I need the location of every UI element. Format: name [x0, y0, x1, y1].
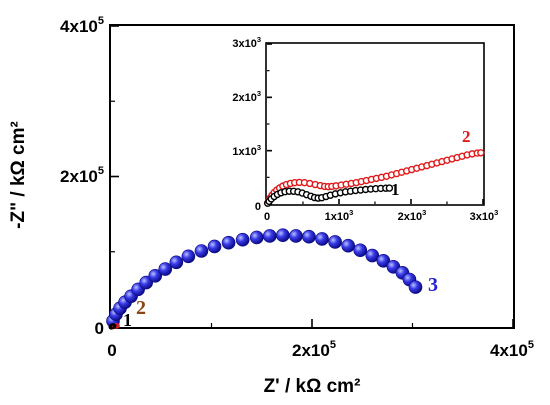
main-series-3-point	[235, 232, 250, 247]
inset-series-2-point	[477, 149, 485, 157]
main-plot-points	[106, 228, 423, 330]
inset-y-tick-label-3: 3x103	[232, 35, 261, 50]
main-plot-frame	[109, 24, 515, 329]
main-y-tick-label-2: 4x105	[60, 15, 104, 36]
main-series-3-point	[194, 244, 209, 258]
inset-x-tick-label-2: 2x103	[398, 208, 427, 223]
main-y-tick-label-1: 2x105	[60, 165, 104, 186]
main-series-3-point	[302, 229, 316, 244]
inset-series-1-point	[385, 184, 394, 192]
main-series-3-point	[408, 280, 423, 294]
inset-x-tick-label-3: 3x103	[470, 208, 499, 223]
inset-series-2-tag: 2	[462, 127, 471, 146]
main-series-3-point	[289, 229, 303, 243]
main-series-3-point	[353, 243, 368, 258]
main-series-3-tag: 3	[428, 274, 438, 296]
inset-series-1-tag: 1	[391, 180, 400, 199]
main-series-2-tag: 2	[136, 297, 146, 319]
main-series-3-point	[169, 255, 184, 270]
main-series-3-point	[365, 248, 380, 263]
main-series-3-point	[376, 253, 391, 268]
main-series-1-tag: 1	[123, 310, 132, 330]
inset-y-tick-label-0: 0	[255, 201, 261, 213]
main-series-3-point	[341, 238, 355, 253]
main-y-axis-title: -Z" / kΩ cm²	[8, 121, 29, 229]
main-series-3-point	[148, 269, 163, 283]
inset-x-tick-label-0: 0	[264, 211, 270, 223]
main-x-axis-title: Z' / kΩ cm²	[264, 376, 361, 397]
inset-x-tick-label-1: 1x103	[325, 208, 354, 223]
main-series-3-point	[315, 232, 329, 246]
main-series-3-point	[158, 262, 173, 276]
inset-y-tick-label-1: 1x103	[232, 143, 261, 158]
main-series-3-point	[328, 235, 342, 249]
main-series-3-point	[221, 235, 236, 250]
inset-y-tick-label-2: 2x103	[232, 89, 261, 104]
main-x-tick-label-2: 4x105	[490, 339, 534, 360]
main-series-3-point	[181, 249, 196, 264]
main-series-3-point	[262, 229, 277, 243]
main-series-3-point	[207, 239, 222, 254]
main-series-1-point	[110, 323, 117, 329]
main-x-tick-label-1: 2x105	[292, 339, 336, 360]
main-series-3-point	[276, 228, 290, 242]
main-series-3-point	[249, 230, 264, 245]
main-y-tick-label-0: 0	[95, 319, 104, 338]
main-x-tick-label-0: 0	[107, 341, 116, 360]
inset-plot-points	[264, 149, 485, 207]
